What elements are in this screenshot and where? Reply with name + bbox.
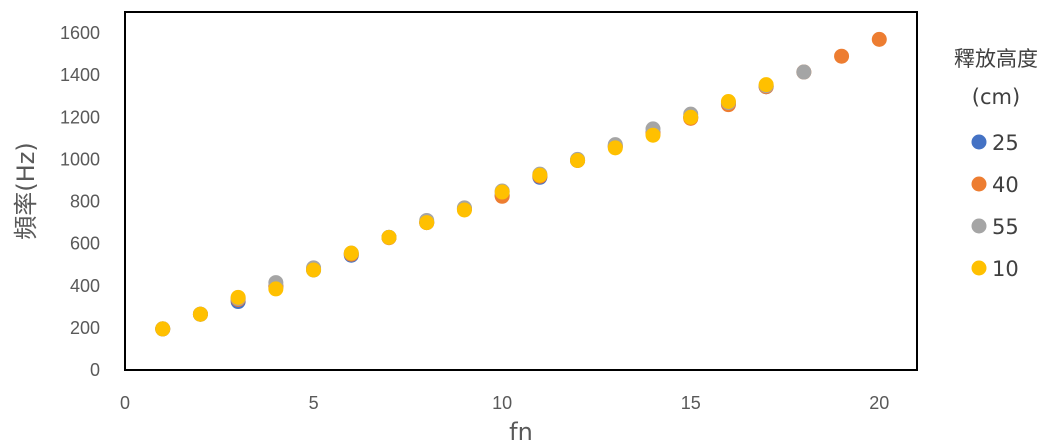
y-tick-label: 800 (70, 192, 100, 212)
data-point (834, 48, 850, 64)
x-tick-label: 0 (120, 393, 130, 413)
x-tick-label: 10 (492, 393, 512, 413)
data-point (419, 215, 435, 231)
data-point (720, 94, 736, 109)
data-point (343, 245, 359, 261)
y-axis-title: 頻率(Hz) (12, 142, 40, 239)
y-tick-label: 1600 (60, 23, 100, 43)
y-tick-label: 0 (90, 360, 100, 380)
y-tick-label: 1200 (60, 107, 100, 127)
data-point (683, 109, 699, 125)
x-tick-label: 15 (681, 393, 701, 413)
y-axis-ticks: 0 200 400 600 800 1000 1200 1400 1600 (60, 23, 100, 380)
legend: 釋放高度 (cm) 25 40 55 10 (954, 47, 1038, 281)
legend-marker (971, 218, 987, 234)
legend-marker (971, 134, 987, 150)
legend-title-line1: 釋放高度 (954, 47, 1038, 71)
legend-label: 40 (992, 173, 1019, 197)
data-point (532, 167, 548, 183)
series-10 (155, 77, 774, 337)
data-point (494, 184, 510, 200)
data-point (230, 289, 246, 305)
y-tick-label: 200 (70, 318, 100, 338)
data-point (796, 64, 812, 80)
legend-items: 25 40 55 10 (971, 131, 1019, 281)
legend-label: 25 (992, 131, 1019, 155)
data-point (155, 321, 171, 337)
plot-area (124, 11, 918, 371)
data-points (155, 31, 887, 337)
legend-marker (971, 260, 987, 276)
x-tick-label: 20 (869, 393, 889, 413)
x-axis-title: fn (509, 418, 533, 446)
data-point (306, 262, 322, 278)
legend-label: 10 (992, 257, 1019, 281)
legend-title-line2: (cm) (972, 85, 1020, 109)
y-tick-label: 1400 (60, 65, 100, 85)
y-tick-label: 400 (70, 276, 100, 296)
data-point (456, 202, 472, 218)
x-axis-ticks: 0 5 10 15 20 (120, 393, 889, 413)
legend-label: 55 (992, 215, 1019, 239)
data-point (268, 281, 284, 297)
data-point (645, 127, 661, 143)
y-tick-label: 1000 (60, 149, 100, 169)
data-point (570, 152, 586, 168)
legend-marker (971, 176, 987, 192)
x-tick-label: 5 (309, 393, 319, 413)
data-point (758, 77, 774, 93)
data-point (381, 229, 397, 245)
data-point (192, 306, 208, 322)
data-point (607, 140, 623, 156)
data-point (871, 31, 887, 47)
y-tick-label: 600 (70, 234, 100, 254)
